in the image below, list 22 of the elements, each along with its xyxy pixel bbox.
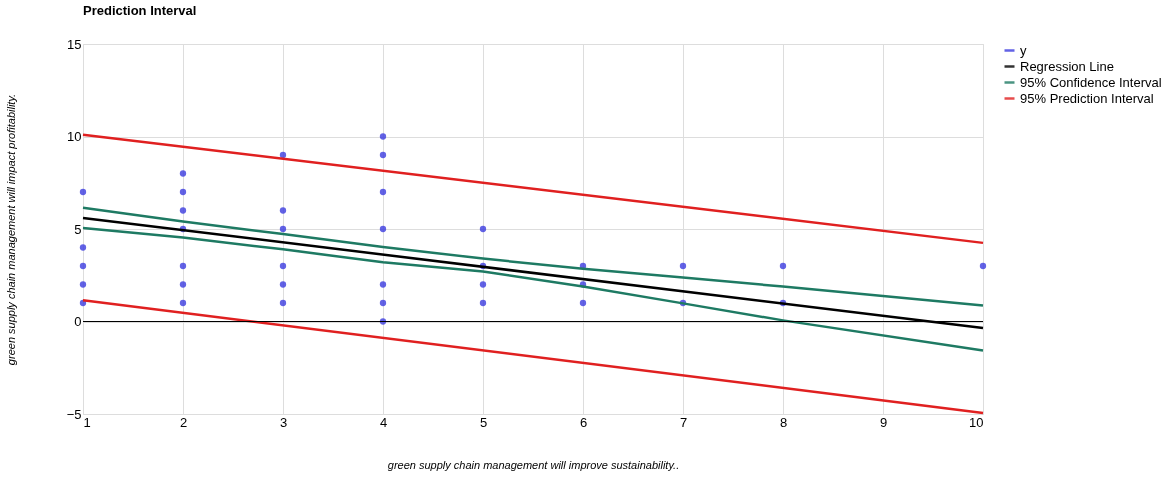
x-tick-label: 1 [83,414,91,430]
chart-title: Prediction Interval [83,3,197,18]
x-tick-label: 2 [179,414,188,430]
x-axis-title: green supply chain management will improve sustainability.. [387,458,680,471]
x-tick-label: 7 [679,414,688,430]
legend-label: 95% Confidence Interval [1020,74,1162,90]
x-tick-label: 8 [779,414,788,430]
x-tick-label: 10 [969,414,984,430]
y-tick-label: 15 [67,36,82,52]
x-tick-label: 6 [579,414,588,430]
x-tick-label: 9 [879,414,888,430]
legend-label: y [1020,42,1027,58]
y-tick-label: −5 [66,406,82,422]
x-tick-label: 5 [479,414,488,430]
x-tick-label: 3 [279,414,288,430]
y-tick-label: 0 [74,314,82,329]
x-tick-label: 4 [379,414,388,430]
legend-label: 95% Prediction Interval [1020,90,1154,106]
y-tick-label: 5 [74,221,82,237]
y-tick-label: 10 [67,129,82,144]
y-axis-title: green supply chain management will impact profitability. [4,93,17,366]
legend-label: Regression Line [1020,58,1114,74]
